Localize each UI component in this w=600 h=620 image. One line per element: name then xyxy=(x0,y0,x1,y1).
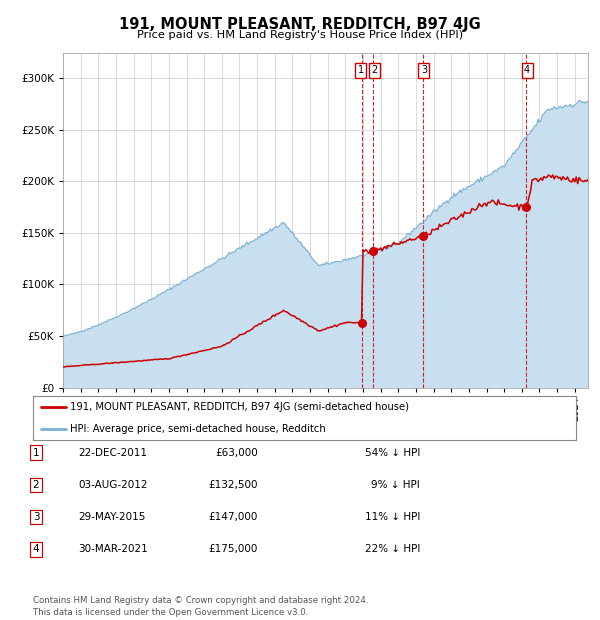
Text: 2: 2 xyxy=(371,65,377,75)
Text: £147,000: £147,000 xyxy=(209,512,258,522)
Text: £175,000: £175,000 xyxy=(209,544,258,554)
Text: Price paid vs. HM Land Registry's House Price Index (HPI): Price paid vs. HM Land Registry's House … xyxy=(137,30,463,40)
Text: Contains HM Land Registry data © Crown copyright and database right 2024.
This d: Contains HM Land Registry data © Crown c… xyxy=(33,596,368,617)
Text: 9% ↓ HPI: 9% ↓ HPI xyxy=(371,480,420,490)
Text: 4: 4 xyxy=(32,544,40,554)
Text: 2: 2 xyxy=(32,480,40,490)
Text: 22-DEC-2011: 22-DEC-2011 xyxy=(78,448,147,458)
Text: 1: 1 xyxy=(358,65,364,75)
Text: 22% ↓ HPI: 22% ↓ HPI xyxy=(365,544,420,554)
Text: £132,500: £132,500 xyxy=(209,480,258,490)
Text: 11% ↓ HPI: 11% ↓ HPI xyxy=(365,512,420,522)
Text: 3: 3 xyxy=(421,65,427,75)
Text: 3: 3 xyxy=(32,512,40,522)
Text: 191, MOUNT PLEASANT, REDDITCH, B97 4JG (semi-detached house): 191, MOUNT PLEASANT, REDDITCH, B97 4JG (… xyxy=(70,402,409,412)
Text: 03-AUG-2012: 03-AUG-2012 xyxy=(78,480,148,490)
Text: 1: 1 xyxy=(32,448,40,458)
Text: HPI: Average price, semi-detached house, Redditch: HPI: Average price, semi-detached house,… xyxy=(70,423,326,433)
Text: 30-MAR-2021: 30-MAR-2021 xyxy=(78,544,148,554)
Text: 4: 4 xyxy=(524,65,530,75)
Text: 29-MAY-2015: 29-MAY-2015 xyxy=(78,512,145,522)
Text: 54% ↓ HPI: 54% ↓ HPI xyxy=(365,448,420,458)
Text: £63,000: £63,000 xyxy=(215,448,258,458)
Text: 191, MOUNT PLEASANT, REDDITCH, B97 4JG: 191, MOUNT PLEASANT, REDDITCH, B97 4JG xyxy=(119,17,481,32)
